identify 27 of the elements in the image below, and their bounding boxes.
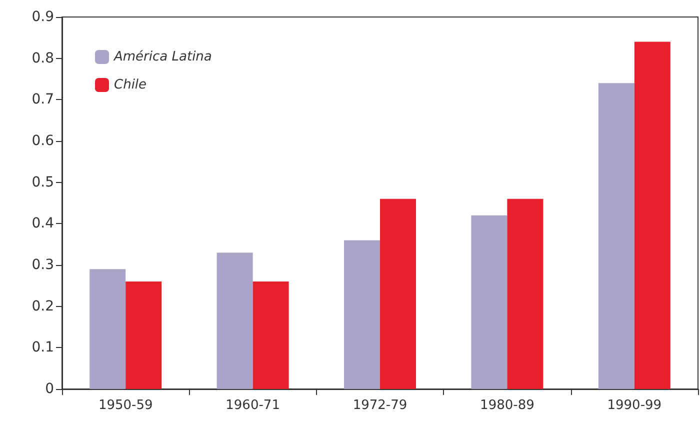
- y-tick-label: 0.9: [32, 9, 54, 25]
- legend-label: Chile: [114, 78, 147, 92]
- bar: [507, 198, 544, 389]
- y-tick-label: 0.1: [32, 340, 54, 356]
- bar: [380, 198, 416, 389]
- y-tick-label: 0.5: [32, 174, 54, 190]
- x-tick-label: 1980-89: [480, 398, 534, 413]
- x-tick-label: 1990-99: [607, 398, 662, 413]
- bar: [634, 42, 670, 389]
- bar: [252, 282, 289, 389]
- bar: [90, 269, 126, 389]
- bar: [216, 252, 253, 389]
- y-tick-label: 0.8: [32, 50, 54, 66]
- x-tick-label: 1950-59: [98, 398, 153, 413]
- legend-label: América Latina: [113, 50, 212, 64]
- bar: [598, 83, 634, 389]
- bar: [471, 215, 508, 389]
- y-tick-label: 0.4: [32, 216, 54, 232]
- bar: [126, 282, 162, 389]
- y-tick-label: 0.3: [32, 257, 54, 273]
- y-tick-label: 0.2: [32, 298, 54, 314]
- x-tick-label: 1972-79: [352, 398, 408, 413]
- y-tick-label: 0: [45, 381, 54, 397]
- y-tick-label: 0.7: [32, 92, 54, 108]
- x-tick-label: 1960-71: [226, 398, 280, 413]
- bar: [344, 240, 380, 389]
- y-tick-label: 0.6: [32, 133, 54, 149]
